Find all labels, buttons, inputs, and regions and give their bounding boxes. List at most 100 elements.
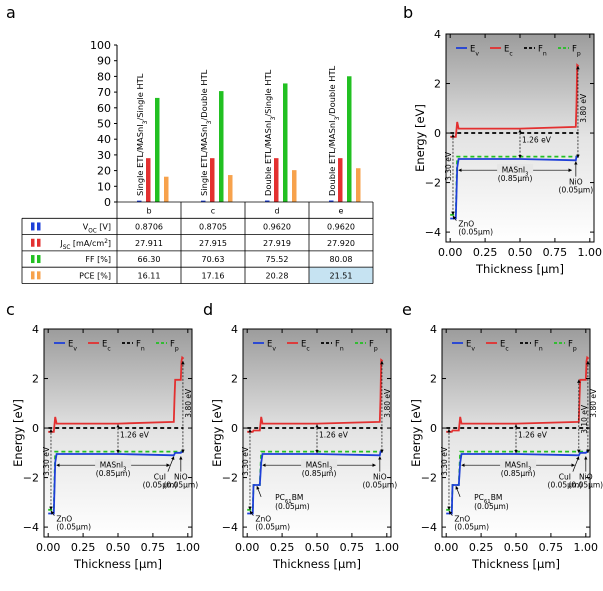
annotation-nio: NiO [373, 473, 387, 482]
legend-label-Fn: Fn [136, 340, 145, 353]
table-cell-jsc-d: 27.919 [263, 239, 291, 248]
annotation-330: 3.30 eV [444, 151, 453, 181]
table-legend-swatch [31, 271, 35, 280]
annotation-zno-thickness: (0.05μm) [454, 523, 489, 532]
annotation-pcbm: PC61BM [275, 493, 303, 505]
legend-label-Ec: Ec [102, 340, 111, 353]
panel-a-ytick-label: 20 [97, 165, 111, 178]
table-header-d: d [274, 206, 279, 215]
annotation-380: 3.80 eV [383, 388, 392, 418]
table-cell-voc-d: 0.9620 [263, 222, 291, 231]
panel-a-ytick-label: 30 [97, 149, 111, 162]
legend-label-Fn: Fn [335, 340, 344, 353]
table-cell-pce-d: 20.28 [266, 271, 289, 280]
x-axis-label: Thickness [μm] [471, 557, 560, 571]
annotation-absorber: MASnI3 [100, 461, 127, 473]
table-cell-ff-b: 66.30 [138, 255, 161, 264]
bar-ff-b [155, 97, 160, 202]
pcbm-pointer [455, 485, 461, 497]
annotation-absorber-thickness: (0.85μm) [302, 469, 337, 478]
panel-letter-a: a [6, 3, 16, 22]
table-legend-swatch [37, 255, 41, 264]
bar-voc-d [265, 200, 270, 202]
xtick-label: 0.25 [71, 541, 96, 554]
xtick-label: 0.50 [106, 541, 131, 554]
panel-letter-e: e [402, 300, 412, 319]
ytick-label: −4 [23, 521, 39, 534]
series-Fp [446, 450, 589, 511]
table-legend-swatch [31, 238, 35, 247]
panel-letter-b: b [403, 3, 413, 22]
ytick-label: −2 [425, 177, 441, 190]
panel-a-category-label: Single ETL/MASnI3/Single HTL [135, 73, 149, 196]
xtick-label: 0.25 [270, 541, 295, 554]
ytick-label: 0 [32, 422, 39, 435]
ytick-label: 2 [231, 373, 238, 386]
bar-pce-d [292, 170, 297, 202]
x-axis-label: Thickness [μm] [475, 262, 564, 276]
x-axis-label: Thickness [μm] [272, 557, 361, 571]
annotation-pcbm: PC61BM [474, 493, 502, 505]
xtick-label: 0.50 [504, 541, 529, 554]
bar-jsc-d [274, 158, 279, 202]
cui-pointer [572, 456, 580, 472]
annotation-330: 3.30 eV [42, 446, 51, 476]
legend-label-Ev: Ev [470, 45, 479, 58]
table-legend-swatch [31, 255, 35, 264]
annotation-zno-thickness: (0.05μm) [56, 523, 91, 532]
y-axis-label: Energy [eV] [210, 399, 224, 467]
bar-pce-c [228, 175, 233, 202]
table-header-c: c [211, 206, 215, 215]
legend-label-Fp: Fp [369, 340, 378, 353]
ytick-label: −4 [425, 226, 441, 239]
annotation-bandgap: 1.26 eV [518, 430, 548, 439]
table-legend-swatch [37, 222, 41, 231]
legend-label-Ev: Ev [267, 340, 276, 353]
zno-pointer [448, 510, 453, 516]
table-row-label-jsc: JSC [mA/cm2] [59, 239, 111, 251]
ytick-label: −4 [222, 521, 238, 534]
table-cell-voc-b: 0.8706 [135, 222, 163, 231]
annotation-absorber: MASnI3 [502, 166, 529, 178]
annotation-absorber-thickness: (0.85μm) [96, 469, 131, 478]
table-legend-swatch [31, 222, 35, 231]
annotation-bandgap: 1.26 eV [319, 430, 349, 439]
panel-d-band-diagram: 0.00 0.25 0.50 0.75 1.00 −4 −2 0 2 4 Thickness [μm… [210, 323, 399, 571]
bar-ff-d [283, 83, 288, 202]
xtick-label: 0.50 [508, 246, 533, 259]
x-axis-label: Thickness [μm] [73, 557, 162, 571]
ytick-label: 2 [434, 78, 441, 91]
xtick-label: 0.00 [434, 541, 459, 554]
annotation-380: 3.80 eV [589, 388, 598, 418]
table-cell-pce-e: 21.51 [330, 271, 353, 280]
legend-label-Fn: Fn [538, 45, 547, 58]
xtick-label: 1.00 [176, 541, 201, 554]
bar-ff-c [219, 91, 224, 202]
table-legend-swatch [37, 238, 41, 247]
panel-a-bar-chart: 0 10 20 30 40 50 60 70 80 90 100 Single ETL/MASnI3/… [21, 39, 374, 284]
panel-a-ytick-label: 50 [97, 118, 111, 131]
table-cell-ff-e: 80.08 [330, 255, 353, 264]
panel-a-ytick-label: 100 [90, 39, 111, 52]
annotation-330: 3.30 eV [241, 446, 250, 476]
annotation-cui: CuI [559, 473, 571, 482]
table-cell-jsc-c: 27.915 [199, 239, 227, 248]
annotation-pcbm-thickness: (0.05μm) [474, 502, 509, 511]
table-cell-voc-e: 0.9620 [327, 222, 355, 231]
ytick-label: 0 [434, 127, 441, 140]
bar-pce-b [164, 176, 169, 202]
absorber-label-bg [95, 459, 132, 469]
ytick-label: 2 [32, 373, 39, 386]
table-row-label-voc: VOC [V] [83, 222, 111, 234]
xtick-label: 0.75 [543, 246, 568, 259]
bar-jsc-c [210, 158, 215, 202]
panel-a-category-label: Double ETL/MASnI3/Double HTL [327, 65, 341, 196]
series-Ev [247, 450, 383, 515]
bar-ff-e [347, 76, 352, 202]
panel-a-ytick-label: 0 [104, 196, 111, 209]
xtick-label: 0.25 [469, 541, 494, 554]
legend-label-Fn: Fn [534, 340, 543, 353]
xtick-label: 0.50 [305, 541, 330, 554]
xtick-label: 0.00 [438, 246, 463, 259]
ytick-label: −2 [23, 472, 39, 485]
